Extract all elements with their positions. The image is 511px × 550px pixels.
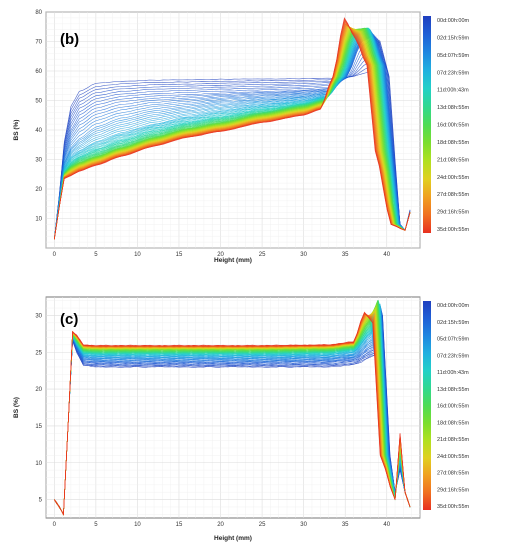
- series-line: [54, 312, 411, 516]
- series-line-intermediate: [54, 307, 411, 516]
- x-tick-label: 5: [94, 252, 98, 258]
- series-line-intermediate: [54, 308, 411, 515]
- y-axis-label: BS (%): [13, 397, 20, 418]
- legend-entry: 24d:00h:55m: [437, 454, 470, 460]
- x-tick-label: 5: [94, 522, 98, 528]
- legend-colorbar: [423, 301, 431, 510]
- panel-label: (b): [60, 31, 79, 48]
- legend-entry: 13d:08h:55m: [437, 387, 470, 393]
- series-line-intermediate: [54, 305, 411, 515]
- legend-entry: 27d:08h:55m: [437, 471, 470, 477]
- x-tick-label: 25: [259, 252, 266, 258]
- series-line-intermediate: [54, 303, 411, 515]
- legend-entry: 07d:23h:59m: [437, 353, 470, 359]
- legend-entry: 02d:15h:59m: [437, 320, 470, 326]
- x-tick-label: 10: [134, 252, 141, 258]
- series-line-intermediate: [54, 18, 411, 240]
- series-line-intermediate: [54, 308, 411, 515]
- series-line: [54, 40, 411, 240]
- x-axis-label: Height (mm): [214, 535, 252, 542]
- legend-entry: 02d:15h:59m: [437, 35, 470, 41]
- x-gridlines: [45, 297, 421, 518]
- panel-label: (c): [60, 311, 78, 328]
- y-tick-label: 20: [35, 187, 42, 193]
- y-gridlines: [46, 300, 420, 515]
- y-tick-label: 40: [35, 128, 42, 134]
- chart-panel-b: 0 5 10 15 20 25 30 35 40 10 20 30 40 50 60 70 80 Height (…: [13, 10, 470, 264]
- y-tick-label: 15: [35, 424, 42, 430]
- legend-entry: 27d:08h:55m: [437, 192, 470, 198]
- series-line-intermediate: [54, 38, 411, 240]
- series-curves: [54, 17, 411, 240]
- legend-entry: 05d:07h:59m: [437, 337, 470, 343]
- y-tick-label: 30: [35, 158, 42, 164]
- legend-entry: 16d:00h:55m: [437, 123, 470, 129]
- series-line-intermediate: [54, 302, 411, 516]
- legend-entry: 35d:00h:55m: [437, 227, 470, 233]
- y-tick-label: 60: [35, 69, 42, 75]
- legend-entry: 35d:00h:55m: [437, 504, 470, 510]
- legend-entry: 29d:16h:55m: [437, 487, 470, 493]
- x-tick-label: 20: [217, 252, 224, 258]
- x-tick-label: 0: [53, 252, 57, 258]
- x-tick-label: 30: [300, 252, 307, 258]
- x-tick-label: 15: [176, 252, 183, 258]
- legend-entry: 13d:08h:55m: [437, 105, 470, 111]
- legend-entry: 11d:00h:43m: [437, 88, 469, 94]
- series-line-intermediate: [54, 310, 411, 515]
- chart-panel-c: 0 5 10 15 20 25 30 35 40 5 10 15 20 25 30 Height (mm) BS…: [13, 296, 470, 542]
- series-line-intermediate: [54, 304, 411, 516]
- y-tick-label: 70: [35, 40, 42, 46]
- y-tick-label: 10: [35, 461, 42, 467]
- legend-entry: 29d:16h:55m: [437, 210, 470, 216]
- series-line-intermediate: [54, 39, 411, 240]
- legend-entry: 11d:00h:43m: [437, 370, 469, 376]
- legend-entry: 18d:08h:55m: [437, 140, 470, 146]
- y-tick-label: 30: [35, 313, 42, 319]
- x-tick-label: 25: [259, 522, 266, 528]
- y-tick-label: 80: [35, 10, 42, 16]
- legend-entry: 24d:00h:55m: [437, 175, 470, 181]
- series-line-intermediate: [54, 313, 411, 516]
- legend-entry: 21d:08h:55m: [437, 157, 470, 163]
- x-tick-label: 20: [217, 522, 224, 528]
- x-tick-label: 40: [383, 252, 390, 258]
- x-tick-label: 30: [300, 522, 307, 528]
- legend-entry: 18d:08h:55m: [437, 420, 470, 426]
- legend-entry: 16d:00h:55m: [437, 404, 470, 410]
- y-tick-label: 25: [35, 350, 42, 356]
- series-line-intermediate: [54, 22, 411, 240]
- x-tick-label: 35: [342, 522, 349, 528]
- x-axis-label: Height (mm): [214, 257, 252, 264]
- y-tick-label: 5: [39, 498, 43, 504]
- legend-entry: 07d:23h:59m: [437, 70, 470, 76]
- series-line-intermediate: [54, 304, 411, 516]
- series-curves: [54, 300, 411, 516]
- series-line-intermediate: [54, 39, 411, 240]
- legend-entry: 21d:08h:55m: [437, 437, 470, 443]
- legend-entry: 00d:00h:00m: [437, 18, 470, 24]
- x-tick-label: 35: [342, 252, 349, 258]
- series-line-intermediate: [54, 310, 411, 516]
- legend-colorbar: [423, 16, 431, 233]
- x-tick-label: 10: [134, 522, 141, 528]
- series-line-intermediate: [54, 303, 411, 515]
- legend-entry: 00d:00h:00m: [437, 303, 470, 309]
- legend: 00d:00h:00m 02d:15h:59m 05d:07h:59m 07d:23h…: [437, 18, 470, 233]
- legend: 00d:00h:00m 02d:15h:59m 05d:07h:59m 07d:23h…: [437, 303, 470, 510]
- y-axis-label: BS (%): [13, 120, 20, 141]
- y-tick-label: 50: [35, 99, 42, 105]
- x-tick-label: 40: [383, 522, 390, 528]
- y-tick-label: 20: [35, 387, 42, 393]
- series-line: [54, 17, 411, 240]
- x-tick-label: 15: [176, 522, 183, 528]
- x-tick-label: 0: [53, 522, 57, 528]
- legend-entry: 05d:07h:59m: [437, 53, 470, 59]
- y-tick-label: 10: [35, 217, 42, 223]
